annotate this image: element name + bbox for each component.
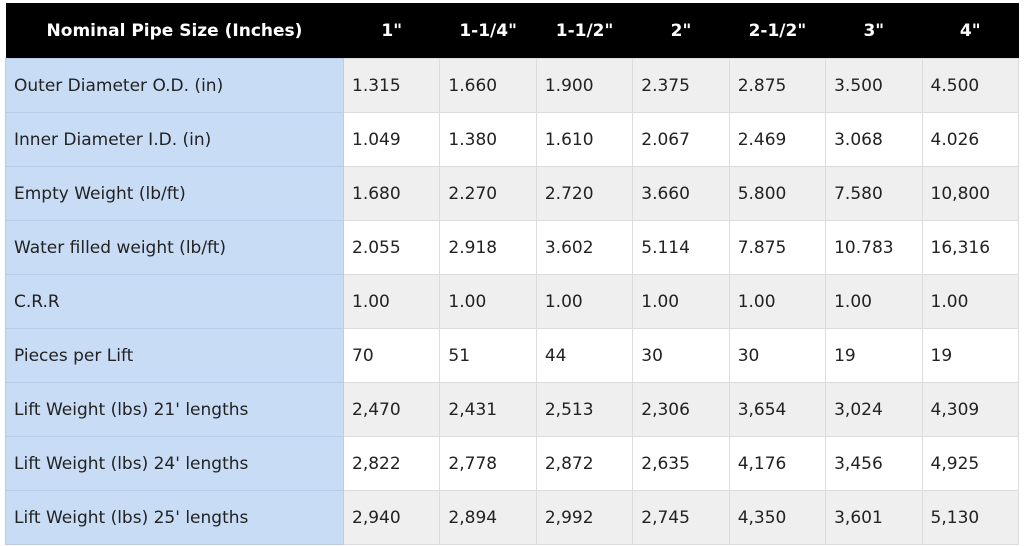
table-cell: 2,431 — [439, 382, 537, 437]
table-cell: 1.00 — [342, 274, 441, 329]
row-label: Inner Diameter I.D. (in) — [5, 112, 344, 167]
table-row: Water filled weight (lb/ft) 2.055 2.918 3.6… — [5, 220, 1020, 275]
table-cell: 2,894 — [439, 490, 537, 545]
table-cell: 2.270 — [439, 166, 537, 221]
table-cell: 1.380 — [439, 112, 537, 167]
header-size: 3" — [825, 3, 923, 59]
table-cell: 1.315 — [342, 58, 441, 113]
table-cell: 2.067 — [632, 112, 730, 167]
header-row: Nominal Pipe Size (Inches) 1" 1-1/4" 1-1/2"… — [5, 3, 1019, 59]
table-cell: 2.918 — [439, 220, 537, 275]
row-label: Empty Weight (lb/ft) — [5, 166, 344, 221]
row-label: Lift Weight (lbs) 21' lengths — [5, 382, 344, 437]
table-cell: 5.114 — [632, 220, 730, 275]
table-cell: 3,024 — [825, 382, 923, 437]
table-cell: 3.500 — [825, 58, 923, 113]
table-cell: 1.00 — [825, 274, 923, 329]
table-cell: 3,654 — [728, 382, 827, 437]
table-cell: 44 — [535, 328, 634, 383]
table-row: Outer Diameter O.D. (in) 1.315 1.660 1.900 2… — [5, 58, 1020, 113]
row-label: C.R.R — [5, 274, 344, 329]
table-cell: 1.00 — [632, 274, 730, 329]
table-cell: 2,635 — [632, 436, 730, 491]
table-cell: 1.00 — [921, 274, 1020, 329]
table-cell: 2,778 — [439, 436, 537, 491]
table-cell: 2,992 — [535, 490, 634, 545]
table-cell: 1.680 — [342, 166, 441, 221]
header-size: 2-1/2" — [729, 3, 826, 59]
table-row: Lift Weight (lbs) 21' lengths 2,470 2,431 2… — [5, 382, 1020, 437]
table-cell: 2,940 — [342, 490, 441, 545]
table-cell: 30 — [728, 328, 827, 383]
table-cell: 3.068 — [825, 112, 923, 167]
table-cell: 4,350 — [728, 490, 827, 545]
table-cell: 3,456 — [825, 436, 923, 491]
table-cell: 4.026 — [921, 112, 1020, 167]
row-label: Lift Weight (lbs) 25' lengths — [5, 490, 344, 545]
row-label: Outer Diameter O.D. (in) — [5, 58, 344, 113]
row-label: Lift Weight (lbs) 24' lengths — [5, 436, 344, 491]
table-cell: 4.500 — [921, 58, 1020, 113]
table-cell: 4,925 — [921, 436, 1020, 491]
table-cell: 4,176 — [728, 436, 827, 491]
table-cell: 2.375 — [632, 58, 730, 113]
table-cell: 2,745 — [632, 490, 730, 545]
table-cell: 1.660 — [439, 58, 537, 113]
table-cell: 2.875 — [728, 58, 827, 113]
table-cell: 3,601 — [825, 490, 923, 545]
table-cell: 3.602 — [535, 220, 634, 275]
table-cell: 1.610 — [535, 112, 634, 167]
table-cell: 2,513 — [535, 382, 634, 437]
table-cell: 2.720 — [535, 166, 634, 221]
table-row: Inner Diameter I.D. (in) 1.049 1.380 1.610 2… — [5, 112, 1020, 167]
header-nominal-pipe-size: Nominal Pipe Size (Inches) — [5, 3, 344, 59]
row-label: Pieces per Lift — [5, 328, 344, 383]
table-cell: 3.660 — [632, 166, 730, 221]
table-row: Lift Weight (lbs) 24' lengths 2,822 2,778 2… — [5, 436, 1020, 491]
table-cell: 1.00 — [728, 274, 827, 329]
table-cell: 2.469 — [728, 112, 827, 167]
table-cell: 19 — [825, 328, 923, 383]
header-size: 1" — [343, 3, 440, 59]
header-size: 2" — [632, 3, 730, 59]
header-size: 1-1/4" — [439, 3, 537, 59]
table-row: Pieces per Lift 70 51 44 30 30 19 19 — [5, 328, 1020, 383]
table-cell: 51 — [439, 328, 537, 383]
table-cell: 2,822 — [342, 436, 441, 491]
table-cell: 7.580 — [825, 166, 923, 221]
header-size: 4" — [922, 3, 1019, 59]
table-cell: 5,130 — [921, 490, 1020, 545]
row-label: Water filled weight (lb/ft) — [5, 220, 344, 275]
table-cell: 2,872 — [535, 436, 634, 491]
table-row: Lift Weight (lbs) 25' lengths 2,940 2,894 2… — [5, 490, 1020, 545]
header-size: 1-1/2" — [536, 3, 633, 59]
table-cell: 1.900 — [535, 58, 634, 113]
table-cell: 1.00 — [439, 274, 537, 329]
table-cell: 4,309 — [921, 382, 1020, 437]
table-row: Empty Weight (lb/ft) 1.680 2.270 2.720 3.660… — [5, 166, 1020, 221]
table-cell: 16,316 — [921, 220, 1020, 275]
table-cell: 2.055 — [342, 220, 441, 275]
table-cell: 19 — [921, 328, 1020, 383]
table-cell: 2,470 — [342, 382, 441, 437]
table-cell: 70 — [342, 328, 441, 383]
table-cell: 2,306 — [632, 382, 730, 437]
table-cell: 10.783 — [825, 220, 923, 275]
table-cell: 7.875 — [728, 220, 827, 275]
table-cell: 1.049 — [342, 112, 441, 167]
table-cell: 30 — [632, 328, 730, 383]
table-row: C.R.R 1.00 1.00 1.00 1.00 1.00 1.00 1.00 — [5, 274, 1020, 329]
table-cell: 10,800 — [921, 166, 1020, 221]
pipe-spec-table: Nominal Pipe Size (Inches) 1" 1-1/4" 1-1/2"… — [5, 3, 1020, 545]
table-cell: 1.00 — [535, 274, 634, 329]
table-cell: 5.800 — [728, 166, 827, 221]
